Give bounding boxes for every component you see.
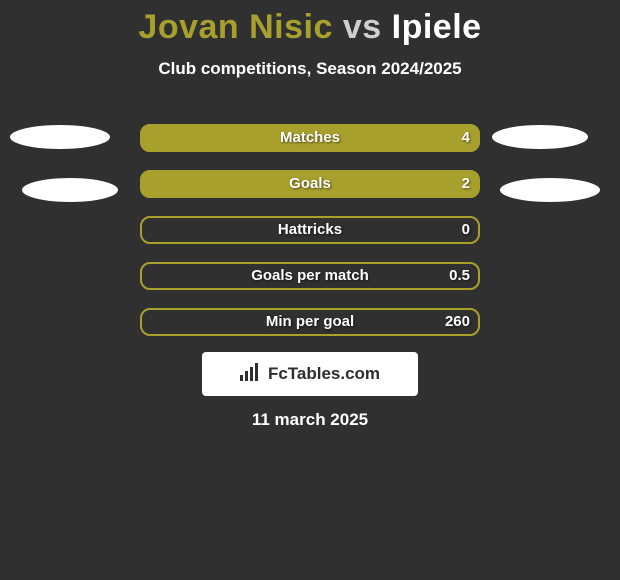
stat-value: 260 xyxy=(445,308,470,336)
stat-bar-outline xyxy=(140,262,480,290)
stat-bar-fill xyxy=(140,170,480,198)
stat-row: Goals2 xyxy=(140,170,480,198)
stat-row: Hattricks0 xyxy=(140,216,480,244)
comparison-card: Jovan Nisic vs Ipiele Club competitions,… xyxy=(0,0,620,580)
logo-text: FcTables.com xyxy=(268,364,380,384)
bar-chart-icon xyxy=(240,363,262,386)
crest-placeholder-left-2 xyxy=(22,178,118,202)
stat-bar-outline xyxy=(140,308,480,336)
stat-row: Min per goal260 xyxy=(140,308,480,336)
stats-block: Matches4Goals2Hattricks0Goals per match0… xyxy=(140,124,480,354)
stat-row: Matches4 xyxy=(140,124,480,152)
stat-bar-fill xyxy=(140,124,480,152)
crest-placeholder-right-2 xyxy=(500,178,600,202)
fctables-logo: FcTables.com xyxy=(202,352,418,396)
crest-placeholder-right-1 xyxy=(492,125,588,149)
stat-row: Goals per match0.5 xyxy=(140,262,480,290)
subtitle: Club competitions, Season 2024/2025 xyxy=(0,59,620,79)
player2-name: Ipiele xyxy=(392,8,482,46)
stat-value: 0.5 xyxy=(449,262,470,290)
stat-label: Hattricks xyxy=(140,216,480,244)
stat-label: Min per goal xyxy=(140,308,480,336)
vs-separator: vs xyxy=(333,8,392,46)
stat-bar-outline xyxy=(140,216,480,244)
player1-name: Jovan Nisic xyxy=(138,8,332,46)
stat-value: 0 xyxy=(462,216,470,244)
page-title: Jovan Nisic vs Ipiele xyxy=(0,0,620,47)
crest-placeholder-left-1 xyxy=(10,125,110,149)
snapshot-date: 11 march 2025 xyxy=(0,410,620,430)
stat-label: Goals per match xyxy=(140,262,480,290)
